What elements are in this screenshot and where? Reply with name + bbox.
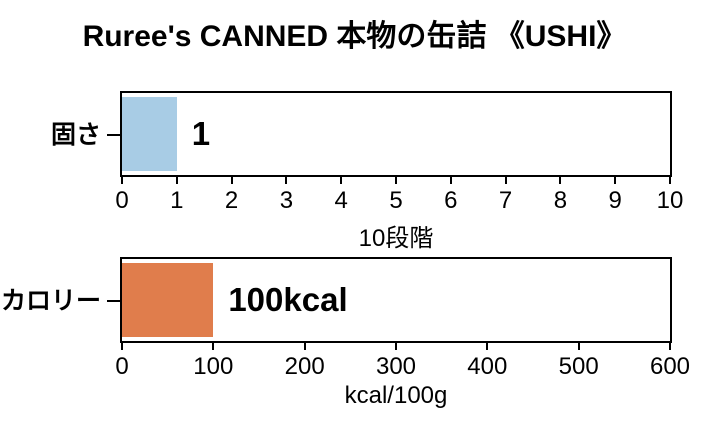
category-label: 固さ: [50, 121, 101, 149]
x-tick-mark: [121, 177, 123, 184]
x-tick-mark: [285, 177, 288, 184]
hardness-bar: [122, 97, 177, 171]
x-tick-mark: [577, 343, 580, 350]
x-tick-label: 0: [115, 187, 129, 214]
x-tick-label: 7: [498, 187, 513, 214]
x-tick-label: 9: [608, 187, 622, 214]
hardness-subplot: 固さ 1 0 1 2 3 4 5 6 7 8 9 10 10段階: [0, 91, 709, 261]
x-tick-label: 1: [170, 187, 184, 214]
x-tick-label: 0: [115, 353, 129, 380]
calorie-bar: [122, 263, 214, 337]
x-tick-mark: [559, 177, 562, 184]
x-tick-label: 4: [334, 187, 348, 214]
x-ticks: 0 1 2 3 4 5 6 7 8 9 10: [115, 177, 683, 221]
x-tick-label: 5: [389, 187, 403, 214]
x-tick-mark: [395, 343, 397, 350]
x-tick-label: 500: [558, 353, 599, 380]
x-tick-mark: [669, 177, 671, 184]
x-tick-label: 100: [193, 353, 234, 380]
x-axis-label: kcal/100g: [344, 382, 448, 409]
x-tick-label: 8: [553, 187, 568, 214]
x-tick-label: 600: [649, 353, 691, 380]
x-tick-mark: [504, 177, 507, 184]
plot-area: 100kcal: [120, 257, 672, 343]
x-tick-label: 6: [444, 187, 458, 214]
x-tick-label: 3: [279, 187, 294, 214]
x-tick-mark: [121, 343, 123, 350]
y-tick-mark: [107, 300, 120, 302]
value-label: 1: [191, 115, 211, 152]
x-tick-mark: [486, 343, 489, 350]
x-tick-mark: [212, 343, 215, 350]
x-tick-label: 400: [467, 353, 508, 380]
x-tick-mark: [230, 177, 233, 184]
x-tick-mark: [340, 177, 343, 184]
calorie-subplot: カロリー 100kcal 0 100 200 300 400 500 600 kcal/10…: [0, 257, 709, 426]
x-tick-mark: [395, 177, 397, 184]
chart-title: Ruree's CANNED 本物の缶詰 《USHI》: [82, 20, 627, 53]
value-label: 100kcal: [228, 281, 348, 318]
x-tick-label: 200: [284, 353, 325, 380]
x-axis-label: 10段階: [358, 225, 434, 252]
x-tick-mark: [449, 177, 452, 184]
plot-area: 1: [120, 91, 672, 177]
y-tick-mark: [107, 134, 120, 136]
x-tick-mark: [614, 177, 617, 184]
x-tick-mark: [175, 177, 178, 184]
category-label: カロリー: [0, 287, 101, 315]
x-ticks: 0 100 200 300 400 500 600: [115, 343, 690, 387]
x-tick-mark: [669, 343, 671, 350]
x-tick-label: 300: [375, 353, 417, 380]
x-tick-label: 2: [224, 187, 239, 214]
x-tick-mark: [303, 343, 306, 350]
x-tick-label: 10: [656, 187, 684, 214]
